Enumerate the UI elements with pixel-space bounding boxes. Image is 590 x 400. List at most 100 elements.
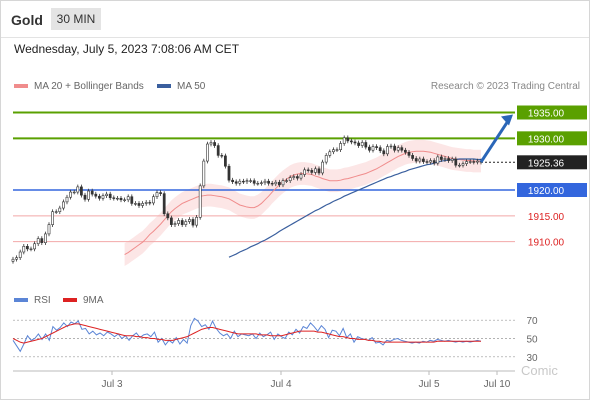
level-badge-1 — [517, 131, 587, 146]
candle — [321, 161, 324, 174]
candle — [256, 182, 260, 185]
candle — [202, 160, 206, 187]
rsi-tick-label-0: 70 — [526, 316, 538, 327]
candle — [209, 142, 213, 145]
candle — [15, 257, 18, 260]
candle — [170, 217, 173, 225]
candle — [29, 248, 33, 250]
candle — [184, 221, 188, 225]
candle — [332, 149, 335, 153]
candle — [130, 196, 134, 204]
candle — [159, 192, 162, 194]
rsi-label: RSI — [34, 295, 51, 306]
candle — [306, 169, 310, 171]
candle — [227, 165, 231, 181]
candle — [216, 145, 220, 156]
candle — [166, 213, 170, 219]
candle — [44, 233, 47, 244]
legend-rsi-ma: 9MA — [63, 295, 104, 306]
credit-text: Research © 2023 Trading Central — [430, 81, 580, 92]
candle — [40, 238, 44, 243]
x-tick-label-1: Jul 4 — [270, 379, 292, 390]
level-label-4: 1915.00 — [528, 212, 565, 223]
level-label-3: 1920.00 — [528, 186, 565, 197]
candle — [357, 142, 360, 146]
candle — [148, 202, 152, 204]
candle — [249, 180, 252, 182]
level-label-5: 1910.00 — [528, 238, 565, 249]
candle — [432, 160, 436, 164]
candle — [317, 168, 321, 174]
candle — [188, 219, 191, 222]
candle — [346, 137, 350, 142]
header-bar: Gold 30 MIN — [1, 1, 589, 38]
candle — [418, 158, 422, 162]
candle — [220, 155, 224, 157]
candle — [382, 150, 386, 155]
candle — [270, 182, 274, 185]
level-badge-2 — [517, 155, 587, 170]
candle — [87, 190, 90, 200]
candle — [47, 224, 51, 235]
candle — [162, 193, 166, 215]
candle — [80, 186, 83, 196]
candle — [436, 156, 440, 164]
candle — [105, 193, 108, 196]
candle — [299, 174, 303, 179]
candle — [18, 251, 22, 258]
level-badge-3 — [517, 183, 587, 197]
ma50-swatch — [157, 84, 171, 89]
candle — [267, 180, 270, 184]
candle — [472, 161, 476, 163]
candle — [440, 156, 443, 160]
rsi-ma-swatch — [63, 298, 77, 303]
candle — [476, 160, 479, 163]
candle — [360, 142, 364, 146]
candle — [411, 155, 414, 159]
candle — [144, 202, 148, 204]
candle — [22, 246, 26, 253]
candle — [33, 243, 36, 250]
candle — [83, 194, 87, 200]
candle — [461, 163, 465, 166]
candle — [58, 207, 62, 212]
candle — [260, 182, 263, 184]
candle — [116, 197, 119, 200]
candle — [429, 160, 432, 163]
candle — [328, 151, 332, 156]
candle — [252, 180, 256, 184]
candle — [389, 145, 393, 148]
candle — [425, 161, 429, 163]
candle — [342, 137, 346, 144]
x-tick-label-0: Jul 3 — [101, 379, 123, 390]
timeframe-badge[interactable]: 30 MIN — [51, 8, 101, 30]
rsi-ma-label: 9MA — [83, 295, 104, 306]
candle — [465, 161, 468, 164]
bollinger-swatch — [14, 84, 28, 89]
candle — [324, 155, 328, 163]
candle — [206, 143, 209, 162]
candle — [137, 203, 141, 206]
candle — [54, 211, 58, 213]
candle — [350, 140, 353, 143]
instrument-title: Gold — [11, 12, 43, 28]
candle — [238, 180, 242, 184]
watermark: Comic — [521, 363, 558, 378]
candle — [468, 161, 472, 163]
candle — [195, 217, 198, 226]
candle — [386, 146, 389, 155]
bollinger-label: MA 20 + Bollinger Bands — [34, 81, 144, 92]
candle — [364, 142, 368, 148]
candle — [191, 219, 195, 226]
candle — [141, 203, 144, 206]
candle — [353, 141, 357, 144]
candle — [173, 223, 177, 225]
candle — [368, 146, 371, 151]
candle — [454, 158, 458, 166]
candle — [65, 196, 69, 203]
candle — [404, 149, 407, 153]
legend-ma50: MA 50 — [157, 81, 205, 92]
candle — [11, 258, 15, 262]
legend-bollinger: MA 20 + Bollinger Bands — [14, 81, 144, 92]
